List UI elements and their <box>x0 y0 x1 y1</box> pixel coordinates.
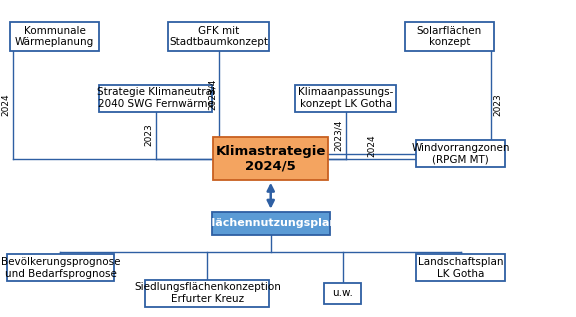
Text: 2023/4: 2023/4 <box>207 78 217 110</box>
Text: 2024: 2024 <box>367 134 377 157</box>
Text: 2023/4: 2023/4 <box>334 120 343 151</box>
FancyBboxPatch shape <box>213 137 328 180</box>
Text: 2023: 2023 <box>144 124 153 146</box>
Text: Siedlungsflächenkonzeption
Erfurter Kreuz: Siedlungsflächenkonzeption Erfurter Kreu… <box>134 282 281 304</box>
FancyBboxPatch shape <box>295 85 396 112</box>
FancyBboxPatch shape <box>7 254 114 281</box>
Text: Strategie Klimaneutral
2040 SWG Fernwärme: Strategie Klimaneutral 2040 SWG Fernwärm… <box>97 87 214 109</box>
FancyBboxPatch shape <box>10 22 99 51</box>
FancyBboxPatch shape <box>145 280 270 307</box>
Text: 2023: 2023 <box>494 93 502 116</box>
Text: Flächennutzungsplan: Flächennutzungsplan <box>204 218 338 229</box>
Text: Windvorrangzonen
(RPGM MT): Windvorrangzonen (RPGM MT) <box>411 143 510 165</box>
Text: Klimaanpassungs-
konzept LK Gotha: Klimaanpassungs- konzept LK Gotha <box>298 87 393 109</box>
FancyBboxPatch shape <box>404 22 494 51</box>
FancyBboxPatch shape <box>100 85 212 112</box>
Text: Bevölkerungsprognose
und Bedarfsprognose: Bevölkerungsprognose und Bedarfsprognose <box>1 257 120 279</box>
FancyBboxPatch shape <box>212 212 329 235</box>
Text: Solarflächen
konzept: Solarflächen konzept <box>416 26 482 47</box>
FancyBboxPatch shape <box>168 22 269 51</box>
FancyBboxPatch shape <box>324 283 361 304</box>
Text: GFK mit
Stadtbaumkonzept: GFK mit Stadtbaumkonzept <box>169 26 268 47</box>
Text: Klimastrategie
2024/5: Klimastrategie 2024/5 <box>215 145 326 172</box>
Text: u.w.: u.w. <box>332 288 353 298</box>
FancyBboxPatch shape <box>416 140 506 167</box>
Text: Landschaftsplan
LK Gotha: Landschaftsplan LK Gotha <box>418 257 503 279</box>
Text: 2024: 2024 <box>2 93 10 116</box>
Text: Kommunale
Wärmeplanung: Kommunale Wärmeplanung <box>15 26 94 47</box>
FancyBboxPatch shape <box>416 254 506 281</box>
